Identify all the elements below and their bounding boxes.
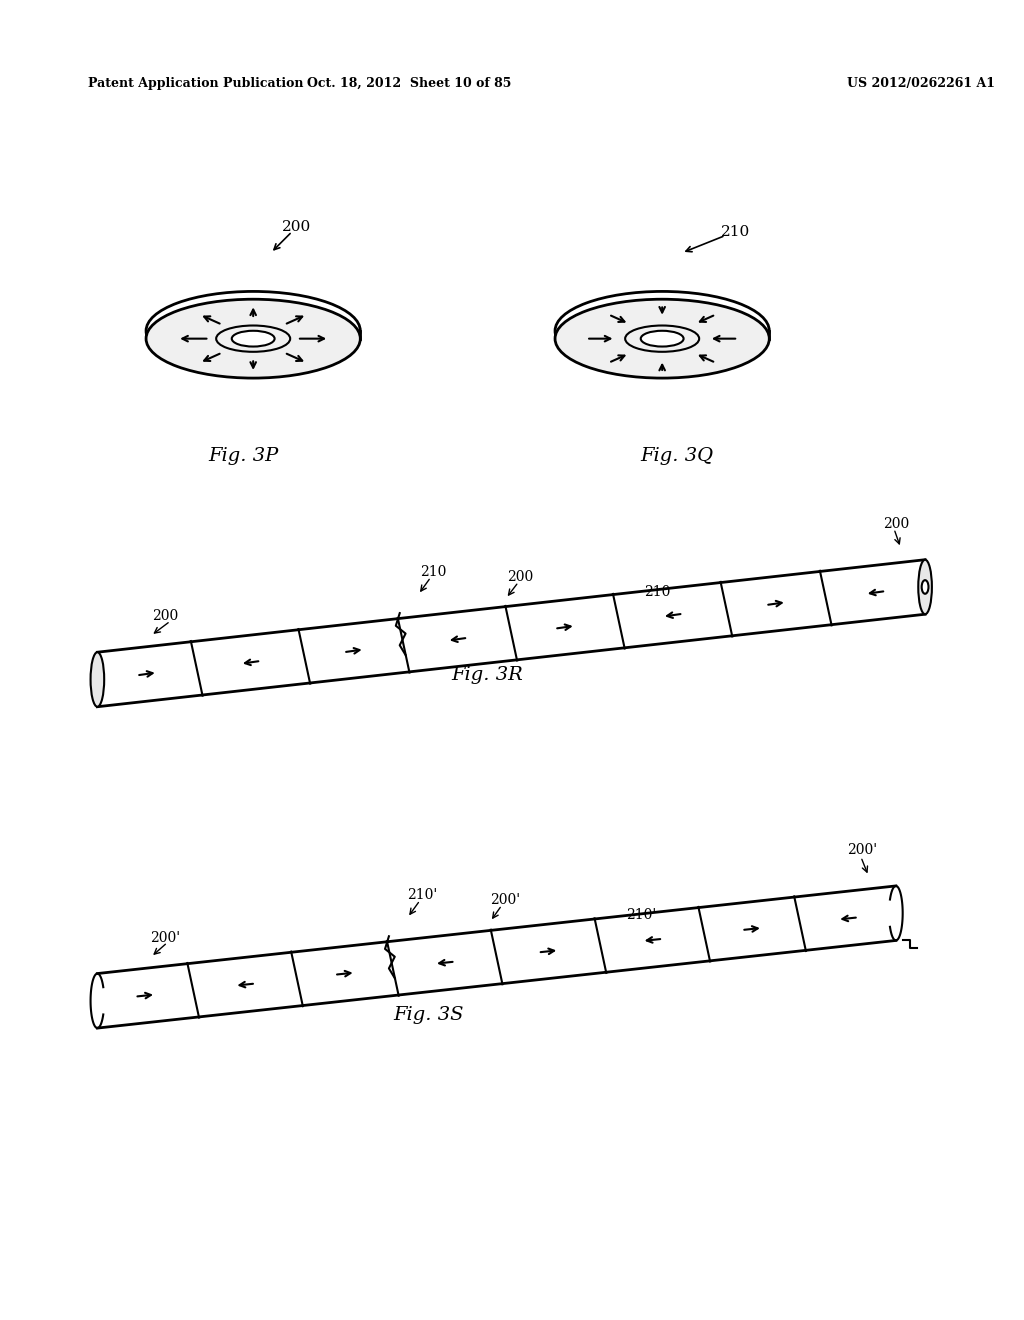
Ellipse shape xyxy=(922,581,929,594)
Ellipse shape xyxy=(231,331,274,347)
Text: 200: 200 xyxy=(883,516,909,531)
Text: Fig. 3P: Fig. 3P xyxy=(208,446,279,465)
Ellipse shape xyxy=(90,652,104,706)
Text: US 2012/0262261 A1: US 2012/0262261 A1 xyxy=(847,77,995,90)
Text: 210: 210 xyxy=(420,565,446,579)
Text: 200: 200 xyxy=(153,610,178,623)
Ellipse shape xyxy=(146,300,360,378)
Ellipse shape xyxy=(919,560,932,614)
Text: 210': 210' xyxy=(407,888,437,903)
Text: 200: 200 xyxy=(283,219,311,234)
Text: 200': 200' xyxy=(489,894,520,907)
Text: Fig. 3R: Fig. 3R xyxy=(451,665,523,684)
Text: Fig. 3Q: Fig. 3Q xyxy=(640,446,714,465)
Text: 210: 210 xyxy=(644,585,670,599)
Text: Oct. 18, 2012  Sheet 10 of 85: Oct. 18, 2012 Sheet 10 of 85 xyxy=(307,77,511,90)
Ellipse shape xyxy=(555,300,769,378)
Text: 200: 200 xyxy=(507,570,534,583)
Ellipse shape xyxy=(641,331,684,347)
Text: Patent Application Publication: Patent Application Publication xyxy=(88,77,303,90)
Text: 210': 210' xyxy=(626,908,656,921)
Text: 200': 200' xyxy=(151,931,180,945)
Text: 200': 200' xyxy=(847,843,877,857)
Text: 210: 210 xyxy=(721,224,750,239)
Text: Fig. 3S: Fig. 3S xyxy=(393,1006,464,1024)
